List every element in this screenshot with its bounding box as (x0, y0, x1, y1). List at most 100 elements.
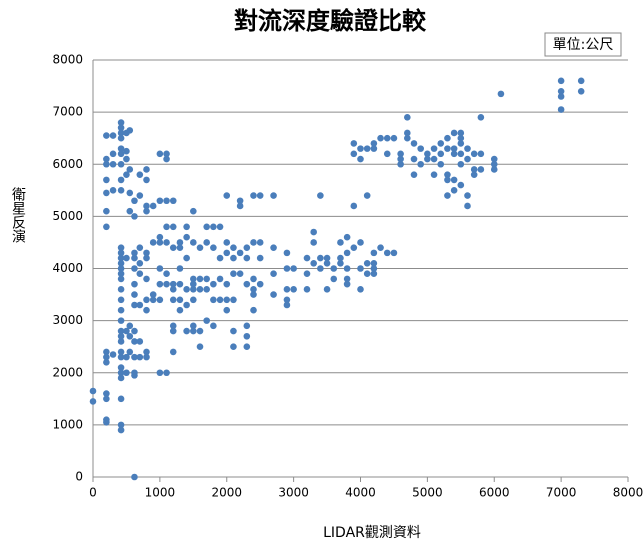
point (430, 145, 438, 152)
point (370, 140, 378, 147)
point (236, 197, 244, 205)
point (410, 140, 418, 147)
point (223, 192, 231, 199)
point (370, 249, 378, 257)
point (424, 155, 431, 163)
point (397, 155, 404, 163)
point (126, 322, 134, 330)
point (143, 275, 150, 283)
point (136, 338, 144, 345)
point (131, 213, 138, 220)
point (230, 296, 237, 304)
point (123, 369, 130, 377)
point (270, 291, 277, 298)
unit-note: 單位:公尺 (553, 37, 614, 53)
point (103, 207, 110, 215)
point (136, 171, 144, 178)
point (216, 223, 224, 231)
point (444, 145, 451, 152)
point (143, 207, 150, 215)
point (117, 150, 125, 158)
point (223, 239, 231, 246)
point (490, 155, 498, 163)
point (117, 176, 125, 184)
point (136, 301, 144, 309)
point (230, 343, 237, 350)
point (283, 301, 291, 309)
point (323, 254, 331, 262)
point (117, 306, 125, 314)
point (283, 265, 291, 272)
point (317, 254, 324, 262)
point (190, 286, 197, 293)
point (149, 296, 157, 304)
point (216, 275, 224, 283)
x-tick-label: 1000 (145, 486, 176, 500)
point (176, 244, 184, 251)
point (196, 286, 204, 293)
point (457, 134, 465, 142)
point (176, 265, 184, 272)
point (123, 353, 130, 361)
point (136, 270, 144, 278)
point (103, 418, 110, 426)
point (430, 155, 438, 163)
point (450, 129, 458, 137)
point (169, 348, 177, 356)
point (444, 134, 451, 142)
point (236, 249, 244, 257)
point (196, 244, 204, 251)
x-tick-label: 2000 (211, 486, 242, 500)
point (470, 150, 478, 158)
point (136, 353, 144, 361)
point (117, 187, 125, 194)
point (163, 197, 170, 205)
point (464, 155, 471, 163)
point (117, 270, 125, 278)
point (230, 244, 237, 251)
point (117, 244, 125, 251)
point (210, 280, 217, 288)
point (357, 265, 364, 272)
point (163, 155, 170, 163)
point (243, 254, 251, 262)
point (117, 369, 125, 377)
point (404, 114, 411, 121)
point (350, 150, 358, 158)
point (123, 254, 130, 262)
point (203, 286, 210, 293)
point (190, 280, 197, 288)
y-tick-label: 3000 (52, 313, 83, 327)
point (357, 155, 364, 163)
point (450, 145, 458, 152)
y-tick-label: 6000 (52, 157, 83, 171)
point (131, 291, 138, 298)
point (136, 244, 144, 251)
x-tick-label: 8000 (613, 486, 643, 500)
point (216, 296, 224, 304)
point (203, 317, 210, 324)
point (103, 223, 110, 231)
point (457, 181, 465, 189)
point (109, 150, 117, 158)
point (143, 306, 150, 314)
point (176, 296, 184, 304)
point (190, 239, 197, 246)
point (190, 275, 197, 283)
point (163, 270, 170, 278)
point (103, 160, 110, 168)
point (117, 353, 125, 361)
point (156, 197, 164, 205)
point (163, 239, 170, 246)
point (230, 327, 237, 335)
point (156, 150, 164, 158)
point (126, 127, 134, 134)
point (203, 223, 210, 231)
point (457, 129, 465, 137)
point (490, 166, 498, 173)
point (117, 265, 125, 272)
point (117, 145, 125, 152)
point (131, 338, 138, 345)
point (117, 296, 125, 304)
